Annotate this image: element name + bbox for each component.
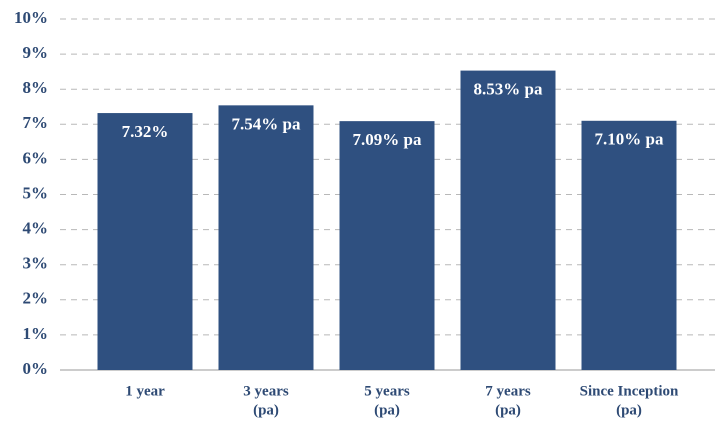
y-tick-label: 2%	[23, 289, 49, 308]
x-tick-label: (pa)	[495, 402, 521, 418]
x-tick-label: (pa)	[253, 402, 279, 418]
y-tick-label: 7%	[23, 113, 49, 132]
y-tick-label: 0%	[23, 359, 49, 378]
x-tick-label: (pa)	[374, 402, 400, 418]
y-tick-label: 3%	[23, 254, 49, 273]
x-tick-label: Since Inception	[580, 383, 679, 399]
y-tick-label: 8%	[23, 78, 49, 97]
y-tick-label: 9%	[23, 43, 49, 62]
y-tick-label: 1%	[23, 324, 49, 343]
data-label: 7.54% pa	[232, 114, 301, 133]
bar	[581, 120, 677, 370]
x-tick-label: 7 years	[485, 383, 531, 399]
bar	[460, 70, 556, 371]
x-tick-label: 3 years	[243, 383, 289, 399]
data-label: 8.53% pa	[474, 80, 543, 99]
data-label: 7.09% pa	[353, 130, 422, 149]
x-tick-label: 5 years	[364, 383, 410, 399]
y-tick-label: 5%	[23, 183, 49, 202]
bar	[97, 113, 193, 371]
data-label: 7.10% pa	[595, 130, 664, 149]
x-tick-label: (pa)	[616, 402, 642, 418]
data-label: 7.32%	[122, 122, 169, 141]
y-tick-label: 10%	[14, 8, 48, 27]
y-tick-label: 4%	[23, 219, 49, 238]
x-tick-label: 1 year	[125, 383, 165, 399]
y-tick-label: 6%	[23, 148, 49, 167]
bar	[218, 105, 314, 370]
bar	[339, 121, 435, 371]
